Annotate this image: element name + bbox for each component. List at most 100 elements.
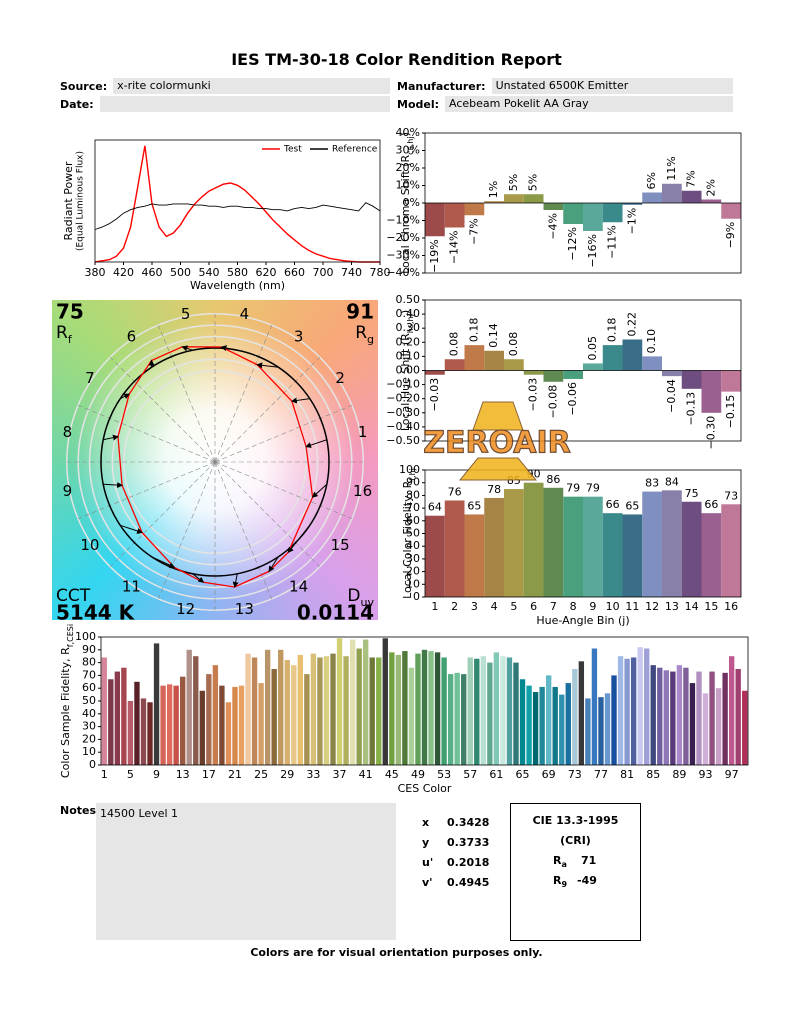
- axis-label: (Equal Luminous Flux): [76, 151, 86, 251]
- x-tick-label: 53: [437, 768, 451, 781]
- x-tick-label: 1: [431, 600, 438, 613]
- bar: [232, 686, 238, 765]
- bar: [291, 665, 297, 765]
- symbol-sub: a: [561, 860, 567, 870]
- bar: [735, 669, 741, 765]
- x-tick-label: 380: [85, 266, 106, 279]
- label-part: Local Hue Shift (R: [399, 333, 412, 431]
- bar: [461, 674, 467, 765]
- y-tick-label: 60: [406, 514, 420, 527]
- field-value: [99, 96, 390, 112]
- bar: [504, 194, 524, 203]
- data-label: 1%: [487, 181, 500, 198]
- data-label: 0.08: [448, 332, 461, 357]
- bar: [642, 356, 662, 371]
- bar: [504, 359, 524, 371]
- bar: [474, 658, 480, 765]
- y-tick-label: 70: [406, 501, 420, 514]
- x-tick-label: 420: [113, 266, 134, 279]
- bar: [552, 686, 558, 765]
- bar: [140, 698, 147, 765]
- y-tick-label: −20%: [386, 231, 420, 244]
- bar: [721, 203, 741, 219]
- bar: [487, 662, 493, 765]
- shift-arrow: [256, 362, 279, 369]
- shift-arrow: [232, 573, 239, 588]
- x-tick-label: 740: [341, 266, 362, 279]
- shift-arrow: [311, 483, 328, 498]
- label-subscript: f,hj: [408, 468, 417, 481]
- shift-arrow: [290, 397, 310, 404]
- metric-value: 0.2018: [447, 856, 490, 869]
- bin-divider: [158, 461, 216, 600]
- y-tick-label: 50: [406, 527, 420, 540]
- plot-frame: [424, 299, 742, 442]
- data-label: 2%: [704, 179, 717, 196]
- bar: [206, 674, 212, 765]
- bin-label: 8: [63, 423, 73, 441]
- field-label: Manufacturer:: [397, 79, 486, 93]
- bin-label: 7: [85, 369, 95, 387]
- bar: [701, 513, 722, 597]
- bar: [434, 652, 441, 765]
- bar: [591, 648, 598, 765]
- bar: [467, 657, 473, 765]
- axis-label: Wavelength (nm): [190, 279, 285, 292]
- y-tick-label: −10%: [386, 214, 420, 227]
- y-tick-label: 40%: [396, 126, 420, 139]
- data-label: 75: [685, 487, 699, 500]
- y-tick-label: 10: [82, 745, 96, 758]
- bin-divider: [77, 461, 216, 519]
- bar: [583, 363, 603, 371]
- cri-symbol: R9: [553, 874, 567, 889]
- y-tick-label: 20: [82, 732, 96, 745]
- x-tick-label: 16: [724, 600, 738, 613]
- data-label: −19%: [428, 239, 441, 273]
- symbol-sub: g: [367, 333, 374, 346]
- x-tick-label: 14: [685, 600, 699, 613]
- bar: [630, 657, 637, 765]
- bar: [304, 674, 310, 765]
- bar: [604, 693, 611, 765]
- metric-label: u': [422, 856, 434, 869]
- x-tick-label: 25: [254, 768, 268, 781]
- cct-value: 5144 K: [56, 601, 136, 625]
- x-tick-label: 37: [333, 768, 347, 781]
- bar: [323, 656, 330, 765]
- bar: [681, 501, 702, 597]
- metric-value: 0.3733: [447, 836, 490, 849]
- bar: [428, 651, 434, 765]
- bar: [624, 658, 630, 765]
- y-tick-label: −40%: [386, 266, 420, 279]
- data-label: 11%: [665, 156, 678, 180]
- bar: [532, 692, 539, 765]
- data-label: 0.05: [586, 336, 599, 361]
- cri-value: -49: [577, 874, 597, 887]
- bar: [622, 514, 643, 597]
- x-tick-label: 5: [127, 768, 134, 781]
- bin-label: 12: [176, 600, 195, 618]
- bar: [153, 643, 160, 765]
- bin-label: 6: [127, 327, 137, 345]
- plot-frame: [424, 469, 742, 598]
- bar: [644, 648, 650, 765]
- bin-label: 2: [335, 369, 345, 387]
- y-tick-label: 100: [75, 630, 96, 643]
- bar: [545, 675, 552, 765]
- bar: [681, 370, 702, 389]
- series-line: [94, 202, 381, 230]
- data-label: −0.06: [566, 382, 579, 416]
- data-label: −0.04: [665, 379, 678, 413]
- x-tick-label: 11: [625, 600, 639, 613]
- metric-label: x: [422, 816, 430, 829]
- x-tick-label: 17: [202, 768, 216, 781]
- symbol-main: R: [56, 323, 68, 343]
- x-tick-label: 780: [370, 266, 391, 279]
- data-label: 76: [448, 485, 462, 498]
- symbol-sub: f: [68, 333, 73, 346]
- bar: [598, 697, 604, 765]
- bar: [585, 698, 591, 765]
- y-tick-label: 100: [399, 463, 420, 476]
- axis-label: CES Color: [398, 782, 452, 795]
- data-label: 0.10: [645, 329, 658, 354]
